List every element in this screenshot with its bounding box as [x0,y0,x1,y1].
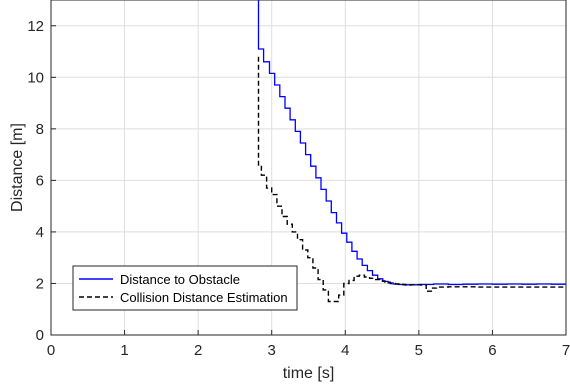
x-tick-label: 5 [415,342,423,359]
legend-label-collision-distance-estimation: Collision Distance Estimation [120,290,288,305]
y-axis-label: Distance [m] [9,123,26,212]
series-line-0 [257,0,566,286]
x-tick-label: 2 [194,342,202,359]
y-tick-label: 8 [36,121,44,138]
y-tick-label: 4 [36,224,44,241]
x-tick-label: 1 [120,342,128,359]
y-tick-label: 10 [27,69,44,86]
plot-frame [50,0,567,336]
plot-series [257,0,566,303]
x-tick-label: 4 [341,342,349,359]
legend-label-distance-to-obstacle: Distance to Obstacle [120,272,240,287]
x-tick-label: 6 [488,342,496,359]
y-tick-label: 12 [27,18,44,35]
legend: Distance to Obstacle Collision Distance … [72,265,298,311]
legend-box [72,265,298,311]
x-axis-label: time [s] [283,365,335,382]
y-tick-label: 2 [36,275,44,292]
x-tick-label: 7 [562,342,570,359]
x-tick-label: 0 [47,342,55,359]
series-line-1 [257,56,566,303]
x-tick-label: 3 [268,342,276,359]
y-tick-label: 0 [36,327,44,344]
y-tick-label: 6 [36,172,44,189]
